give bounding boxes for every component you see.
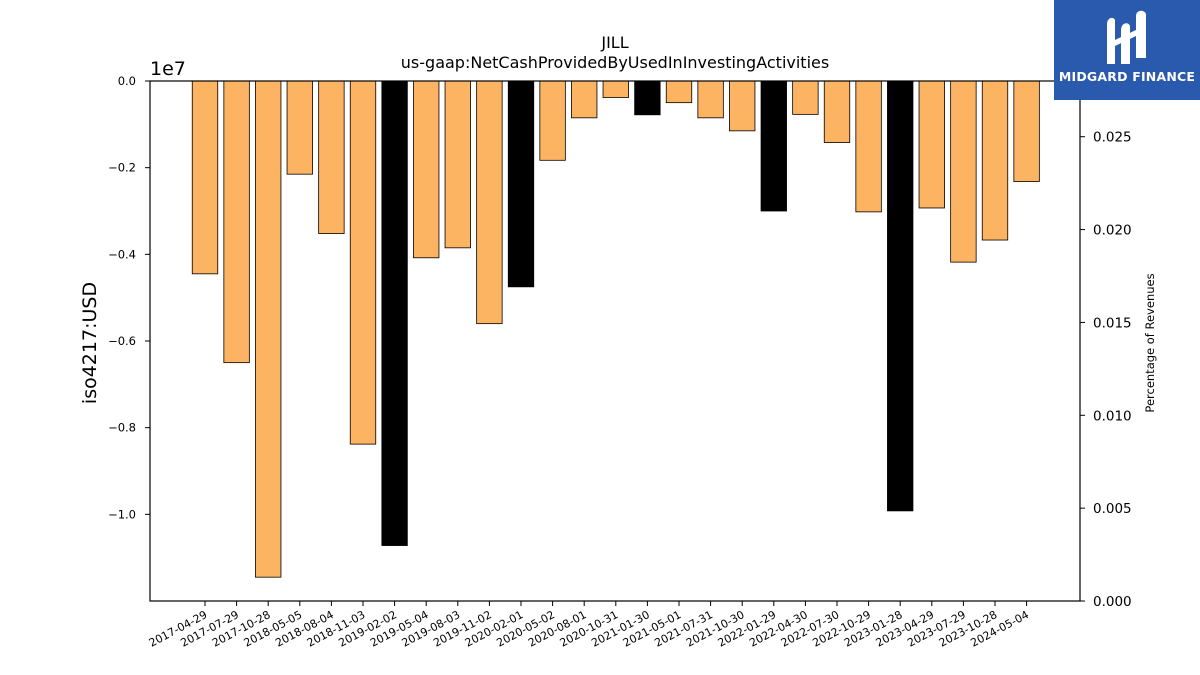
y-tick-label: 0.0 [118,74,136,88]
y2-ticks-group: 0.000 0.005 0.010 0.015 0.020 0.025 [1080,130,1132,610]
bar-2022-01-29 [760,80,787,212]
bar-2020-10-31 [602,80,629,98]
bar-2023-10-28 [981,80,1009,241]
bar-2018-05-05 [286,80,313,175]
bar-2020-02-01 [507,80,535,288]
bar-2020-05-02 [539,80,566,161]
bar-2023-01-28 [887,80,914,512]
bar-2019-05-04 [413,80,440,259]
bar-2019-02-02 [381,80,408,546]
y2-axis-label: Percentage of Revenues [1143,273,1157,412]
chart-subtitle: us-gaap:NetCashProvidedByUsedInInvesting… [401,53,829,72]
bar-2022-07-30 [823,80,851,143]
midgard-logo-icon [1107,10,1146,64]
x-ticks-group: 2017-04-292017-07-292017-10-282018-05-05… [147,601,1031,650]
bar-2019-11-02 [476,80,503,325]
y2-tick-label: 0.010 [1093,408,1132,424]
bar-2020-08-01 [571,80,598,119]
y2-tick-label: 0.020 [1093,223,1132,239]
y2-tick-label: 0.025 [1093,130,1132,146]
bar-2021-01-30 [634,80,661,116]
bars-group [191,80,1040,578]
bar-2021-07-31 [697,80,724,119]
y-tick-label: −0.6 [108,334,136,348]
y-ticks-group: 0.0 −0.2 −0.4 −0.6 −0.8 −1.0 [108,74,150,521]
y-offset-label: 1e7 [150,58,186,80]
y2-tick-label: 0.005 [1093,501,1132,517]
plot-frame [149,80,1081,602]
y2-tick-label: 0.000 [1093,594,1132,610]
bar-2021-05-01 [665,80,693,104]
y-tick-label: −0.8 [108,421,136,435]
y-axis-label: iso4217:USD [79,282,101,404]
bar-2021-10-30 [729,80,756,132]
bar-2023-07-29 [950,80,977,263]
bar-2019-08-03 [444,80,471,249]
bar-2023-04-29 [918,80,945,209]
bar-2018-08-04 [318,80,345,234]
bar-2018-11-03 [349,80,377,445]
y2-tick-label: 0.015 [1093,315,1132,331]
bar-2017-04-29 [191,80,219,275]
bar-2022-10-29 [855,80,882,213]
y-tick-label: −0.2 [108,161,136,175]
chart-title: JILL [600,33,628,52]
y-tick-label: −0.4 [108,247,136,261]
y-tick-label: −1.0 [108,507,136,521]
bar-2024-05-04 [1013,80,1040,182]
bar-2017-10-28 [255,80,282,578]
brand-logo: MIDGARD FINANCE [1054,0,1200,100]
bar-2022-04-30 [792,80,819,115]
bar-2017-07-29 [223,80,250,364]
logo-text: MIDGARD FINANCE [1058,69,1196,84]
